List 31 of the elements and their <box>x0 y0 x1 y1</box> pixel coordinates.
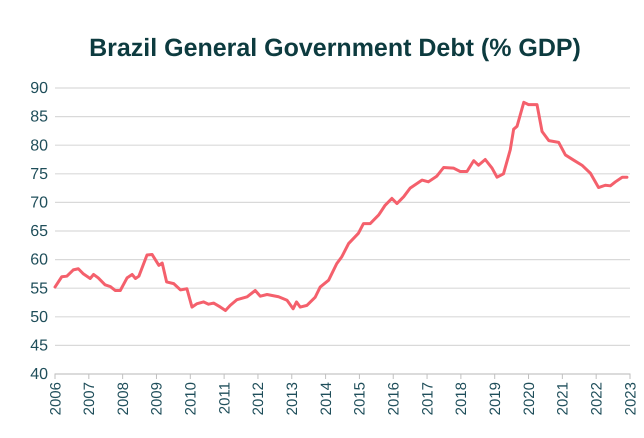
x-tick-label: 2016 <box>385 382 402 416</box>
y-tick-label: 60 <box>30 252 48 269</box>
x-tick-label: 2021 <box>554 382 572 416</box>
x-tick-label: 2013 <box>284 382 302 416</box>
x-tick-label: 2018 <box>453 382 470 416</box>
x-tick-label: 2022 <box>588 382 606 416</box>
y-tick-label: 55 <box>30 280 48 298</box>
x-tick-label: 2012 <box>250 382 268 416</box>
x-tick-label: 2011 <box>216 382 234 414</box>
y-tick-label: 85 <box>30 108 48 126</box>
y-tick-label: 50 <box>30 308 48 326</box>
x-tick-label: 2008 <box>114 382 132 416</box>
x-tick-label: 2020 <box>520 382 538 416</box>
y-tick-label: 45 <box>30 338 48 355</box>
y-tick-label: 80 <box>30 137 48 154</box>
line-series <box>54 100 628 312</box>
x-tick-label: 2019 <box>486 382 504 416</box>
x-tick-label: 2007 <box>81 382 98 416</box>
x-tick-label: 2017 <box>419 382 436 416</box>
x-tick-label: 2010 <box>182 382 200 416</box>
y-tick-label: 70 <box>30 194 48 212</box>
x-tick-label: 2015 <box>352 382 369 416</box>
x-tick-label: 2006 <box>47 382 64 416</box>
x-tick-label: 2009 <box>148 382 166 416</box>
y-tick-label: 75 <box>30 166 48 183</box>
x-tick-label: 2014 <box>318 382 335 416</box>
y-tick-label: 65 <box>30 223 48 240</box>
y-tick-label: 90 <box>30 80 48 98</box>
chart-title: Brazil General Government Debt (% GDP) <box>89 34 581 62</box>
y-tick-label: 40 <box>30 366 48 384</box>
x-tick-label: 2023 <box>622 382 640 416</box>
